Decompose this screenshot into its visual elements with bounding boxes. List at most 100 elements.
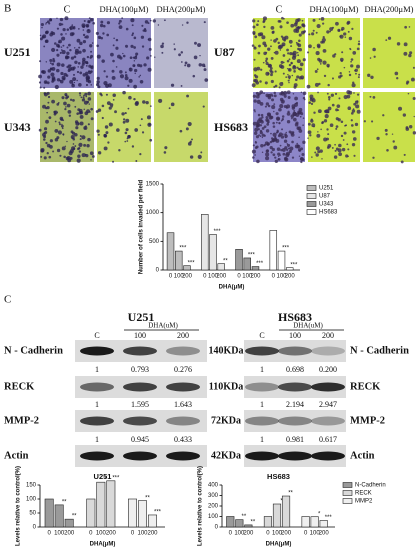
cell bbox=[251, 149, 256, 154]
cell bbox=[270, 39, 272, 41]
legend-label: U343 bbox=[319, 202, 334, 208]
cell bbox=[51, 77, 56, 82]
cell bbox=[74, 133, 78, 137]
cell bbox=[345, 124, 347, 126]
y-tick-label: 200 bbox=[208, 504, 219, 510]
cell bbox=[260, 144, 264, 148]
cell bbox=[288, 81, 290, 84]
cell bbox=[252, 25, 256, 29]
cell bbox=[103, 134, 108, 138]
cell bbox=[89, 56, 92, 59]
cell bbox=[77, 66, 80, 68]
cell bbox=[290, 61, 293, 65]
cell bbox=[81, 23, 86, 28]
cell bbox=[276, 130, 279, 134]
cell bbox=[298, 136, 300, 138]
cell bbox=[262, 16, 268, 21]
cell bbox=[293, 28, 298, 33]
cell bbox=[298, 149, 301, 152]
cell bbox=[338, 75, 342, 79]
cell bbox=[284, 157, 289, 162]
cell bbox=[347, 148, 350, 151]
cell bbox=[103, 146, 108, 151]
cell bbox=[267, 112, 272, 117]
cell bbox=[62, 133, 65, 136]
cell bbox=[125, 128, 129, 132]
cell bbox=[134, 128, 139, 132]
cell bbox=[73, 47, 76, 49]
cell bbox=[297, 110, 302, 115]
x-tick-label: 200 bbox=[319, 531, 330, 537]
x-tick-label: 0 bbox=[169, 274, 173, 280]
cell bbox=[43, 45, 46, 48]
cell bbox=[265, 57, 269, 61]
cell bbox=[323, 137, 328, 142]
cell bbox=[342, 139, 345, 141]
cell bbox=[357, 76, 360, 79]
cell bbox=[351, 109, 356, 113]
cell bbox=[256, 66, 261, 71]
quant-value: 0.981 bbox=[286, 435, 304, 444]
cell bbox=[318, 59, 323, 63]
quant-value: 0.433 bbox=[174, 435, 192, 444]
cell bbox=[80, 65, 84, 69]
cell bbox=[61, 146, 66, 151]
cell bbox=[296, 59, 301, 64]
x-tick-label: 200 bbox=[216, 274, 227, 280]
y-axis-label: Levels relative to control(%) bbox=[16, 466, 22, 546]
cell bbox=[269, 93, 273, 97]
cell bbox=[313, 111, 316, 114]
cell bbox=[85, 35, 89, 39]
cell bbox=[291, 117, 293, 120]
x-tick-label: 100 bbox=[272, 531, 283, 537]
cell bbox=[334, 149, 337, 152]
treatment-label: DHA(uM) bbox=[148, 322, 178, 330]
cell bbox=[131, 34, 134, 37]
cell bbox=[340, 134, 344, 138]
cell bbox=[45, 119, 49, 124]
y-tick-label: 100 bbox=[208, 514, 219, 520]
cell bbox=[61, 50, 66, 55]
cell bbox=[85, 125, 87, 127]
cell bbox=[254, 110, 256, 113]
cell bbox=[286, 48, 289, 52]
cell bbox=[78, 111, 82, 115]
cell bbox=[357, 42, 361, 46]
cell bbox=[95, 110, 99, 113]
cell bbox=[194, 41, 197, 45]
x-tick-label: 200 bbox=[281, 531, 292, 537]
cell bbox=[38, 81, 42, 84]
cell bbox=[265, 51, 268, 54]
cell bbox=[398, 106, 403, 111]
cell bbox=[100, 20, 104, 24]
cell bbox=[350, 58, 354, 61]
cell bbox=[269, 69, 273, 72]
panel-label: B bbox=[4, 3, 11, 15]
cell bbox=[279, 81, 284, 87]
cell bbox=[351, 142, 356, 147]
cell bbox=[330, 93, 334, 97]
lane-label: C bbox=[94, 331, 99, 340]
cell bbox=[300, 111, 303, 114]
cell bbox=[104, 125, 109, 129]
cell bbox=[276, 147, 281, 151]
cell bbox=[279, 144, 282, 147]
cell bbox=[61, 36, 66, 41]
cell bbox=[75, 126, 79, 130]
band bbox=[311, 382, 345, 392]
legend-label: HS683 bbox=[319, 210, 338, 216]
cell bbox=[49, 139, 53, 143]
cell bbox=[56, 27, 60, 30]
cell bbox=[287, 79, 290, 82]
cell bbox=[72, 73, 76, 76]
cell bbox=[310, 119, 314, 123]
cell bbox=[79, 121, 84, 126]
cell bbox=[369, 57, 372, 59]
cell bbox=[119, 56, 123, 60]
x-axis-label: DHA(μM) bbox=[219, 285, 245, 291]
cell bbox=[82, 48, 86, 53]
cell bbox=[47, 69, 52, 73]
quant-value: 1 bbox=[95, 365, 99, 374]
cell bbox=[270, 56, 274, 60]
cell bbox=[356, 100, 359, 103]
